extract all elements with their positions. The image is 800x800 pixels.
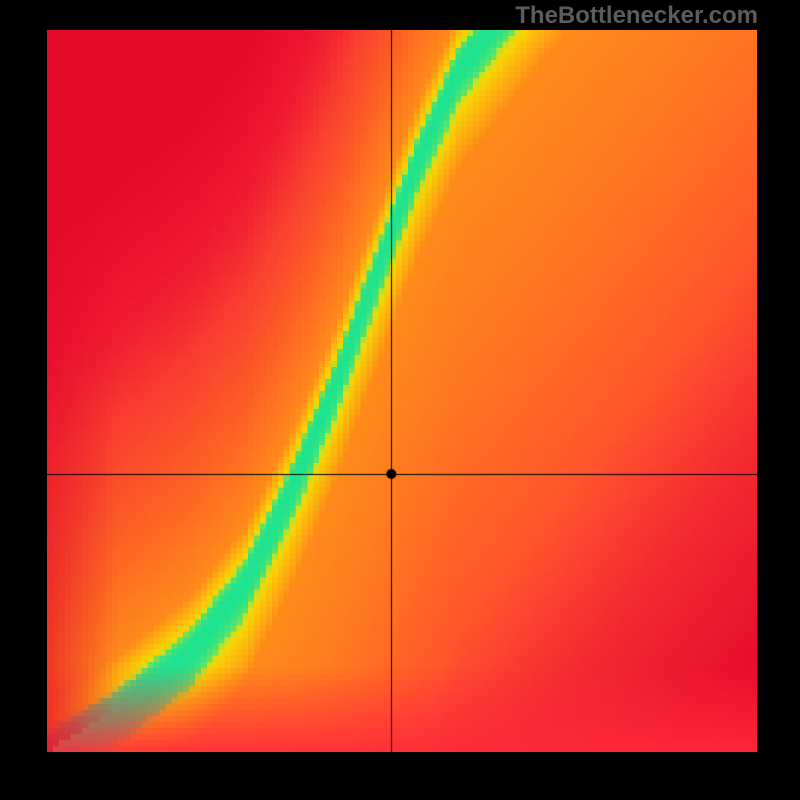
watermark-text: TheBottlenecker.com xyxy=(515,2,758,30)
bottleneck-heatmap xyxy=(47,30,757,752)
chart-container: TheBottlenecker.com xyxy=(0,0,800,800)
